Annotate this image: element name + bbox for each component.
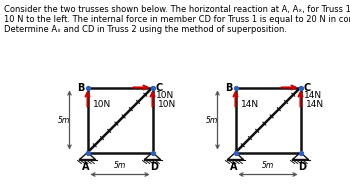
Text: Determine Aₓ and CD in Truss 2 using the method of superposition.: Determine Aₓ and CD in Truss 2 using the… [4, 25, 287, 34]
Text: B: B [77, 82, 84, 93]
Text: A: A [230, 162, 237, 171]
Text: 5m: 5m [262, 162, 274, 171]
Text: 14N: 14N [306, 99, 324, 108]
Text: 14N: 14N [303, 91, 322, 99]
Text: 5m: 5m [57, 116, 70, 125]
Text: A: A [82, 162, 89, 171]
Text: 14N: 14N [240, 99, 259, 108]
Text: D: D [299, 162, 307, 171]
Text: 5m: 5m [205, 116, 218, 125]
Text: 5m: 5m [114, 162, 126, 171]
Text: 10N: 10N [158, 99, 176, 108]
Text: 10 N to the left. The internal force in member CD for Truss 1 is equal to 20 N i: 10 N to the left. The internal force in … [4, 15, 350, 24]
Text: 10N: 10N [92, 99, 111, 108]
Text: Consider the two trusses shown below. The horizontal reaction at A, Aₓ, for Trus: Consider the two trusses shown below. Th… [4, 5, 350, 14]
Text: C: C [304, 82, 311, 93]
Text: 10N: 10N [155, 91, 174, 99]
Text: D: D [150, 162, 159, 171]
Text: B: B [225, 82, 232, 93]
Text: C: C [156, 82, 163, 93]
